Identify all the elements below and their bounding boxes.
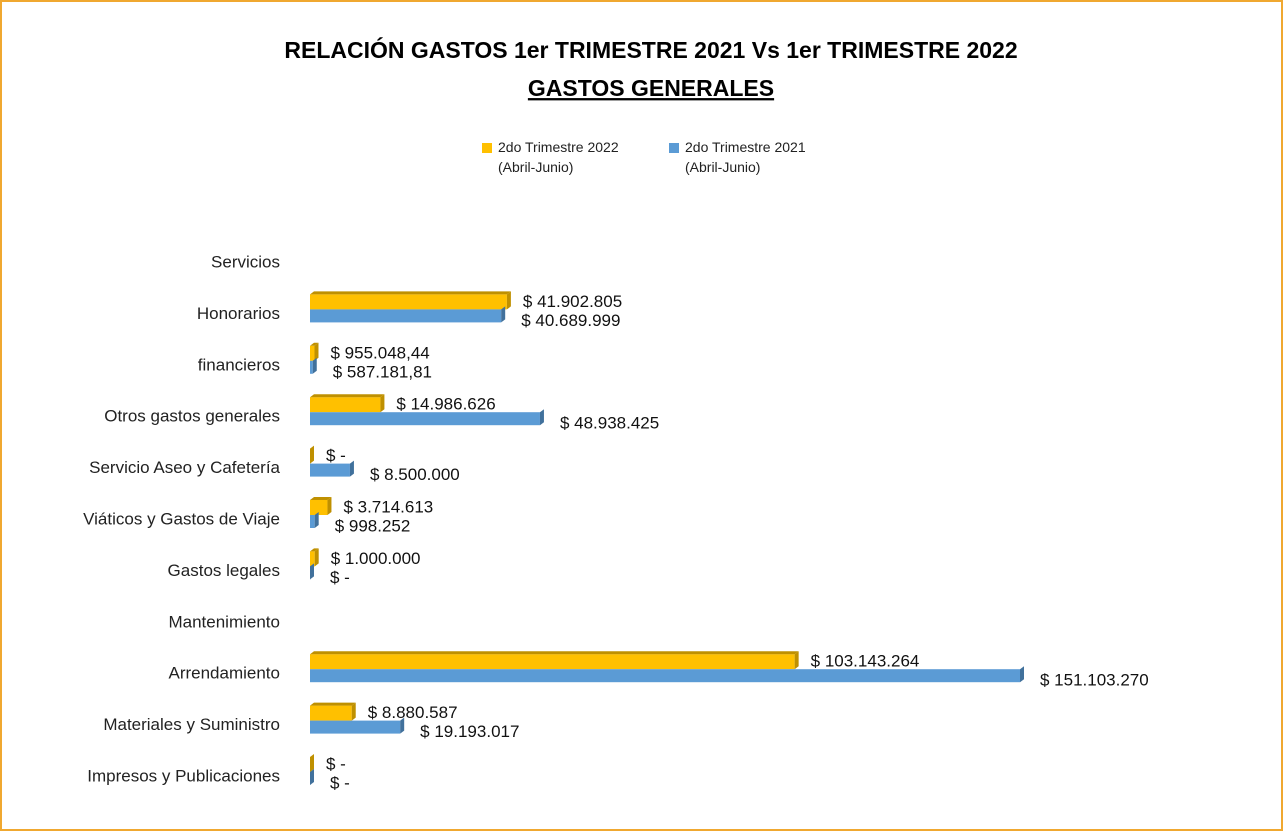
bar-side [310, 445, 314, 464]
data-label: $ 151.103.270 [1040, 671, 1149, 690]
bar-side [380, 394, 385, 413]
bar-side [506, 291, 511, 310]
bar-side [349, 460, 354, 477]
legend-label: 2do Trimestre 2021 (Abril-Junio) [685, 139, 806, 175]
bar [310, 412, 540, 426]
legend-entry: 2do Trimestre 2022 (Abril-Junio) [482, 137, 632, 177]
y-tick-label: Impresos y Publicaciones [87, 766, 280, 785]
bar [310, 397, 381, 413]
data-label: $ 103.143.264 [811, 652, 920, 671]
bar-top [310, 548, 319, 552]
data-label: $ 1.000.000 [331, 549, 421, 568]
bar [310, 720, 401, 734]
y-tick-label: Arrendamiento [168, 664, 280, 683]
legend-swatch [482, 143, 492, 153]
bar [310, 515, 315, 528]
bar-side [314, 342, 319, 361]
data-label: $ 14.986.626 [396, 395, 495, 414]
bar-side [501, 306, 506, 323]
legend-entry: 2do Trimestre 2021 (Abril-Junio) [669, 137, 819, 177]
bar-side [314, 512, 319, 528]
y-tick-label: Gastos legales [168, 561, 280, 580]
bar-side [539, 409, 544, 426]
data-label: $ 40.689.999 [521, 311, 620, 330]
y-tick-label: Otros gastos generales [104, 407, 280, 426]
legend-swatch [669, 143, 679, 153]
y-tick-label: Servicios [211, 252, 280, 271]
y-tick-label: Viáticos y Gastos de Viaje [83, 509, 280, 528]
bar [310, 551, 315, 567]
data-label: $ 41.902.805 [523, 292, 622, 311]
data-label: $ 3.714.613 [343, 497, 433, 516]
data-label: $ 955.048,44 [330, 343, 429, 362]
data-label: $ - [330, 568, 350, 587]
bar [310, 294, 507, 310]
bar-side [400, 717, 405, 734]
bar-side [314, 548, 319, 567]
bar-side [794, 651, 799, 670]
chart-title: RELACIÓN GASTOS 1er TRIMESTRE 2021 Vs 1e… [284, 36, 1017, 63]
y-tick-label: financieros [198, 355, 280, 374]
data-label: $ 19.193.017 [420, 722, 519, 741]
data-label: $ - [330, 773, 350, 792]
data-label: $ 587.181,81 [333, 362, 432, 381]
bar-top [310, 497, 332, 500]
legend-label: 2do Trimestre 2022 (Abril-Junio) [498, 139, 619, 175]
bar-top [310, 394, 385, 398]
bar-side [312, 357, 317, 374]
y-tick-label: Materiales y Suministro [103, 715, 280, 734]
bar [310, 654, 795, 670]
bar [310, 360, 313, 374]
bar [310, 309, 502, 323]
bar-side [310, 754, 314, 772]
data-label: $ 8.500.000 [370, 465, 460, 484]
data-label: $ - [326, 446, 346, 465]
bar [310, 463, 350, 477]
bar-side [1020, 666, 1024, 683]
bar-side [310, 769, 314, 785]
bar [310, 345, 315, 361]
data-label: $ 8.880.587 [368, 703, 458, 722]
bar-side [310, 563, 314, 580]
data-label: $ 998.252 [335, 516, 411, 535]
y-tick-label: Honorarios [197, 304, 280, 323]
bar-top [310, 342, 319, 346]
bar [310, 705, 352, 721]
bar-top [310, 651, 799, 655]
bar [310, 500, 328, 515]
bar-top [310, 291, 511, 295]
chart-subtitle: GASTOS GENERALES [528, 75, 774, 101]
bar-top [310, 702, 356, 706]
y-tick-label: Servicio Aseo y Cafetería [89, 458, 280, 477]
data-label: $ 48.938.425 [560, 414, 659, 433]
data-label: $ - [326, 754, 346, 773]
bar-side [351, 702, 356, 721]
y-tick-label: Mantenimiento [168, 612, 280, 631]
bar-side [327, 497, 332, 515]
bar [310, 669, 1020, 683]
